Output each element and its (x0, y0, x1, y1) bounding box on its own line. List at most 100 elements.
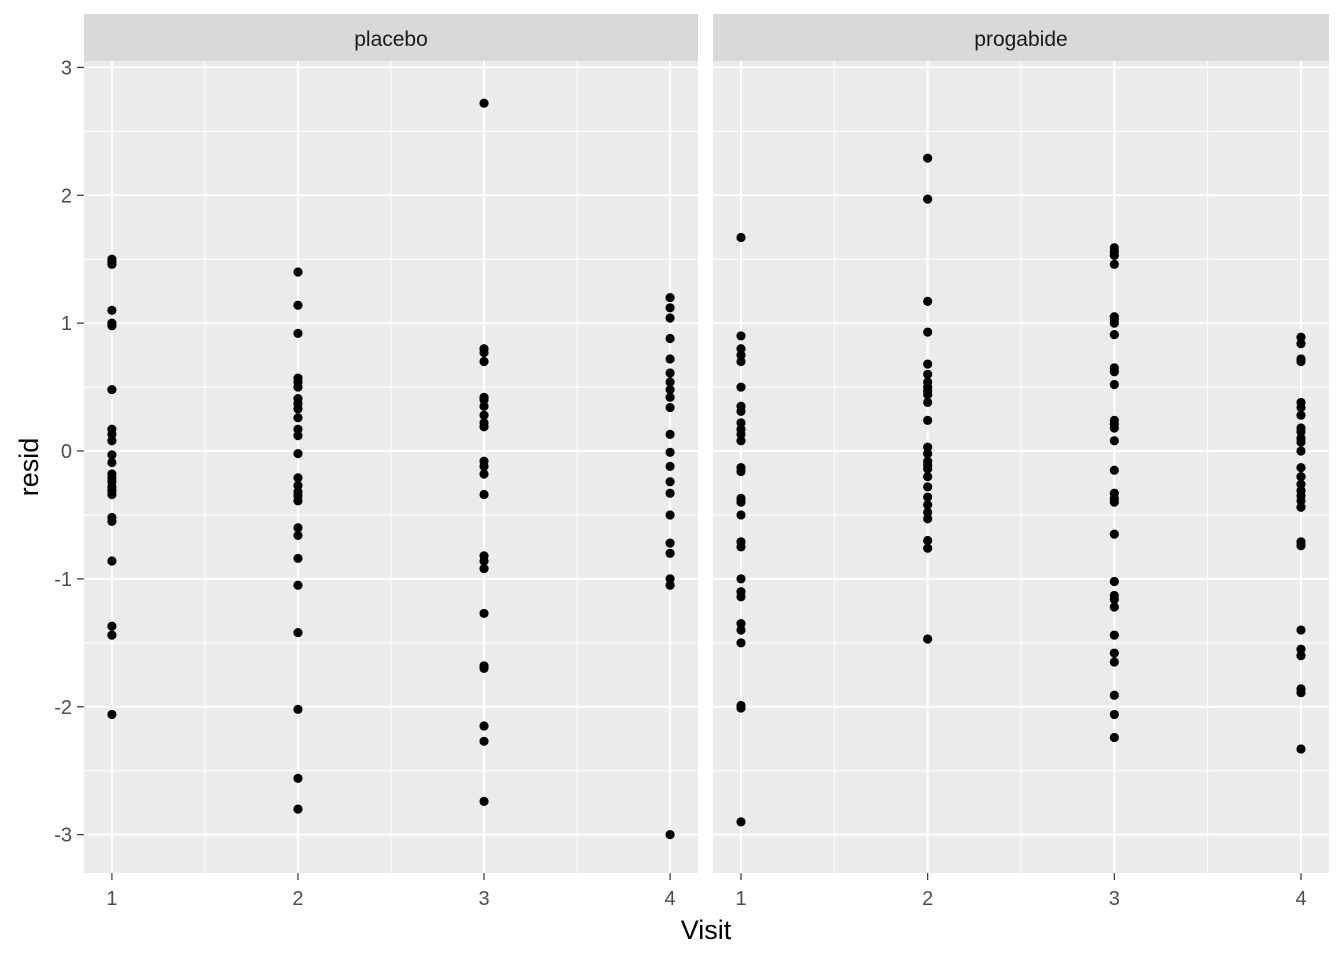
data-point (736, 638, 746, 648)
data-point (293, 523, 303, 533)
data-point (923, 194, 933, 204)
data-point (1296, 502, 1306, 512)
data-point (736, 429, 746, 439)
data-point (665, 429, 675, 439)
y-tick-label: -3 (54, 825, 72, 847)
data-point (1109, 529, 1119, 539)
data-point (107, 436, 117, 446)
data-point (107, 709, 117, 720)
data-point (665, 580, 675, 590)
data-point (736, 497, 746, 507)
data-point (479, 796, 489, 806)
data-point (479, 663, 489, 674)
data-point (1296, 332, 1306, 342)
data-point (107, 321, 117, 331)
data-point (736, 817, 746, 827)
data-point (1109, 367, 1119, 377)
data-point (923, 153, 933, 163)
y-tick-label: 1 (61, 313, 72, 335)
data-point (736, 406, 746, 416)
data-point (293, 382, 303, 392)
data-point (107, 489, 117, 500)
data-point (479, 721, 489, 731)
data-point (107, 450, 117, 460)
data-point (1109, 436, 1119, 446)
data-point (293, 413, 303, 423)
data-point (736, 382, 746, 392)
data-point (665, 333, 675, 344)
data-point (923, 442, 933, 452)
data-point (1109, 379, 1119, 390)
x-tick-label: 4 (1295, 888, 1306, 910)
data-point (923, 543, 933, 553)
data-point (293, 804, 303, 814)
data-point (293, 553, 303, 564)
data-point (293, 431, 303, 441)
data-point (1296, 651, 1306, 661)
data-point (665, 292, 675, 303)
data-point (923, 500, 933, 510)
data-point (665, 368, 675, 378)
data-point (293, 473, 303, 483)
data-point (665, 392, 675, 402)
data-point (923, 514, 933, 524)
data-point (479, 736, 489, 746)
x-tick-label: 4 (665, 888, 676, 910)
data-point (923, 492, 933, 502)
data-point (1109, 259, 1119, 269)
data-point (107, 556, 117, 566)
data-point (736, 232, 746, 243)
data-point (736, 542, 746, 552)
data-point (923, 369, 933, 379)
y-axis: -3 -2 -1 0 1 2 3 (54, 57, 84, 847)
data-point (665, 510, 675, 520)
data-point (107, 621, 117, 631)
data-point (665, 303, 675, 313)
data-point (665, 447, 675, 457)
x-tick-label: 2 (922, 888, 933, 910)
data-point (1296, 410, 1306, 420)
data-point (479, 395, 489, 405)
data-point (479, 98, 489, 108)
data-point (1296, 496, 1306, 506)
data-point (107, 516, 117, 526)
data-point (1296, 427, 1306, 437)
y-tick-label: 3 (61, 57, 72, 79)
data-point (479, 564, 489, 574)
data-point (1296, 625, 1306, 635)
data-point (1296, 356, 1306, 367)
data-point (1109, 594, 1119, 604)
data-point (293, 496, 303, 506)
data-point (1109, 657, 1119, 667)
data-point (923, 296, 933, 307)
data-point (293, 530, 303, 541)
panel-placebo: placebo 1 2 3 4 (84, 14, 698, 910)
data-point (107, 630, 117, 640)
data-point (1109, 709, 1119, 720)
data-point (293, 328, 303, 338)
y-axis-title: resid (14, 438, 44, 497)
x-tick-label: 1 (106, 888, 117, 910)
data-point (665, 488, 675, 498)
data-point (736, 466, 746, 477)
data-point (293, 704, 303, 714)
data-point (107, 305, 117, 315)
data-point (479, 401, 489, 411)
data-point (1109, 250, 1119, 260)
facet-strip (713, 14, 1329, 61)
data-point (293, 773, 303, 783)
data-point (665, 538, 675, 548)
data-point (736, 574, 746, 584)
facet-strip-label: progabide (974, 28, 1067, 51)
data-point (923, 482, 933, 492)
data-point (1109, 465, 1119, 475)
data-point (923, 415, 933, 425)
data-point (479, 410, 489, 420)
data-point (736, 619, 746, 629)
data-point (923, 634, 933, 644)
data-point (293, 448, 303, 459)
data-point (293, 300, 303, 310)
data-point (1296, 471, 1306, 482)
data-point (293, 404, 303, 414)
data-point (736, 592, 746, 602)
